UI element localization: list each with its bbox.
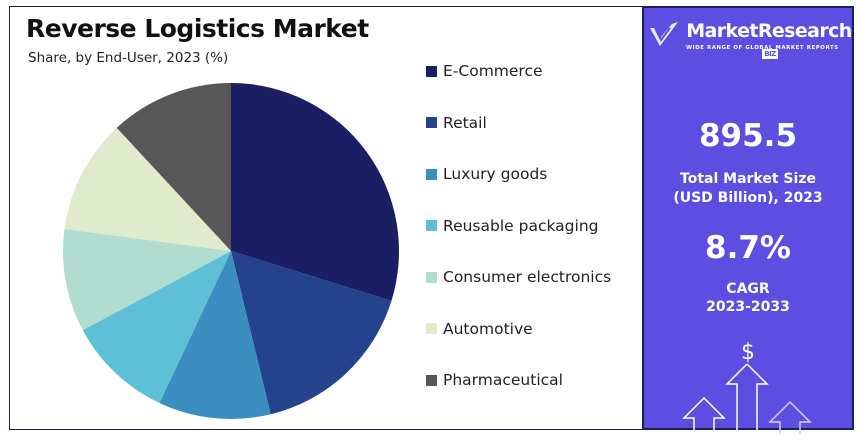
growth-arrows-icon [682,364,812,434]
logo-check-icon [650,22,678,46]
chart-title: Reverse Logistics Market [26,14,369,43]
legend-label: Reusable packaging [443,216,599,235]
pie-slice-reusable-packaging [82,251,231,404]
cagr-label-2: 2023-2033 [706,299,790,315]
legend-swatch [426,117,437,128]
pie-chart [62,83,399,420]
legend-item: E-Commerce [426,60,543,82]
pie-slice-luxury-goods [159,251,271,420]
legend-label: Consumer electronics [443,268,612,286]
legend-label: Pharmaceutical [443,371,563,389]
legend-item: Luxury goods [426,163,547,185]
market-size-label-1: Total Market Size [680,171,816,187]
legend-item: Automotive [426,318,533,340]
summary-panel: MarketResearchBIZ WIDE RANGE OF GLOBAL M… [642,6,854,434]
dollar-icon: $ [741,340,755,365]
legend-item: Consumer electronics [426,266,611,288]
pie-slice-pharmaceutical [116,83,231,251]
legend-label: E-Commerce [443,62,543,80]
legend-label: Retail [443,113,487,132]
logo: MarketResearchBIZ WIDE RANGE OF GLOBAL M… [648,18,852,59]
legend-swatch [426,271,437,283]
pie-slice-retail [231,251,392,415]
market-size-label-2: (USD Billion), 2023 [673,190,823,206]
legend-label: Automotive [443,319,533,338]
legend-swatch [426,168,437,180]
pie-slice-consumer-electronics [62,228,231,331]
cagr-label-1: CAGR [726,281,770,297]
brand-tagline: WIDE RANGE OF GLOBAL MARKET REPORTS [686,45,839,51]
cagr-value: 8.7% [705,230,791,266]
legend-item: Pharmaceutical [426,369,563,391]
legend-swatch [426,323,437,334]
legend-swatch [426,65,437,77]
market-size-value: 895.5 [698,118,798,154]
chart-frame [9,6,642,430]
legend-item: Retail [426,112,487,134]
legend-item: Reusable packaging [426,215,598,237]
pie-slice-e-commerce [231,83,399,301]
legend-swatch [426,374,437,386]
pie-slice-automotive [64,127,231,251]
brand-name: MarketResearchBIZ [686,20,852,59]
legend-swatch [426,220,437,231]
chart-subtitle: Share, by End-User, 2023 (%) [28,50,229,66]
legend-label: Luxury goods [443,165,548,183]
